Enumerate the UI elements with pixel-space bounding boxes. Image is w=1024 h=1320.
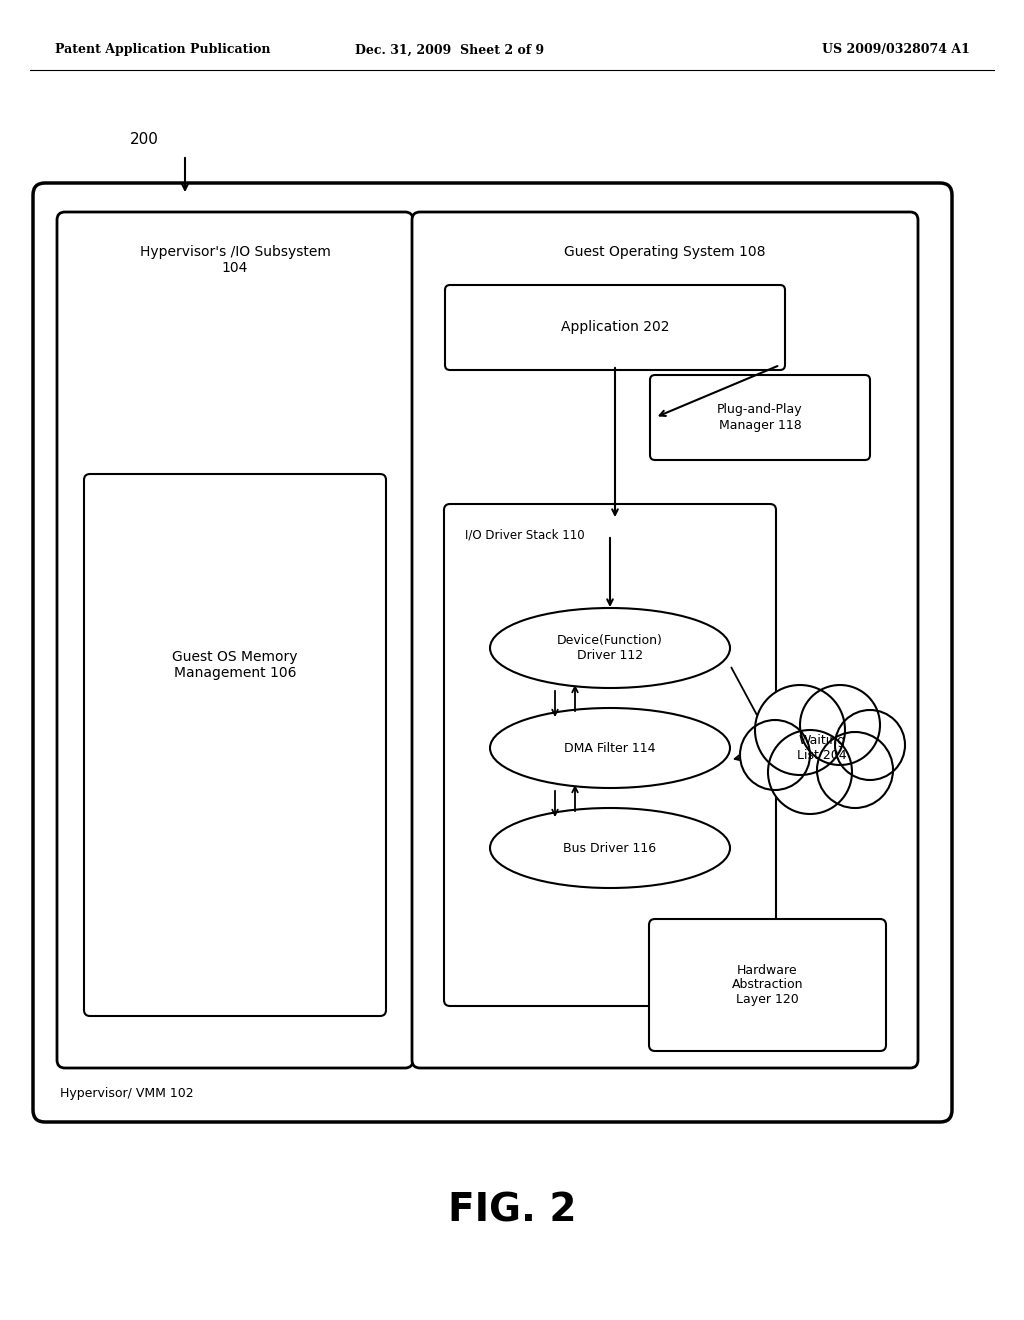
Text: Patent Application Publication: Patent Application Publication [55, 44, 270, 57]
Ellipse shape [490, 609, 730, 688]
Text: Device(Function)
Driver 112: Device(Function) Driver 112 [557, 634, 663, 663]
Text: Dec. 31, 2009  Sheet 2 of 9: Dec. 31, 2009 Sheet 2 of 9 [355, 44, 545, 57]
FancyBboxPatch shape [57, 213, 413, 1068]
Text: Hardware
Abstraction
Layer 120: Hardware Abstraction Layer 120 [732, 964, 803, 1006]
Ellipse shape [490, 808, 730, 888]
Text: Bus Driver 116: Bus Driver 116 [563, 842, 656, 854]
FancyBboxPatch shape [33, 183, 952, 1122]
Circle shape [768, 730, 852, 814]
Circle shape [835, 710, 905, 780]
Text: Hypervisor's /IO Subsystem
104: Hypervisor's /IO Subsystem 104 [139, 246, 331, 275]
Circle shape [800, 685, 880, 766]
Text: 200: 200 [130, 132, 159, 148]
FancyBboxPatch shape [84, 474, 386, 1016]
Text: Guest Operating System 108: Guest Operating System 108 [564, 246, 766, 259]
Text: I/O Driver Stack 110: I/O Driver Stack 110 [465, 528, 585, 541]
FancyBboxPatch shape [650, 375, 870, 459]
Ellipse shape [490, 708, 730, 788]
Text: Application 202: Application 202 [561, 321, 670, 334]
Text: Waiting
List 204: Waiting List 204 [798, 734, 847, 762]
FancyBboxPatch shape [649, 919, 886, 1051]
Text: FIG. 2: FIG. 2 [447, 1191, 577, 1229]
Text: Guest OS Memory
Management 106: Guest OS Memory Management 106 [172, 649, 298, 680]
Text: Hypervisor/ VMM 102: Hypervisor/ VMM 102 [60, 1086, 194, 1100]
Text: Plug-and-Play
Manager 118: Plug-and-Play Manager 118 [717, 404, 803, 432]
Text: DMA Filter 114: DMA Filter 114 [564, 742, 655, 755]
FancyBboxPatch shape [445, 285, 785, 370]
Text: US 2009/0328074 A1: US 2009/0328074 A1 [822, 44, 970, 57]
Circle shape [817, 733, 893, 808]
FancyBboxPatch shape [412, 213, 918, 1068]
FancyBboxPatch shape [444, 504, 776, 1006]
Circle shape [740, 719, 810, 789]
Circle shape [755, 685, 845, 775]
